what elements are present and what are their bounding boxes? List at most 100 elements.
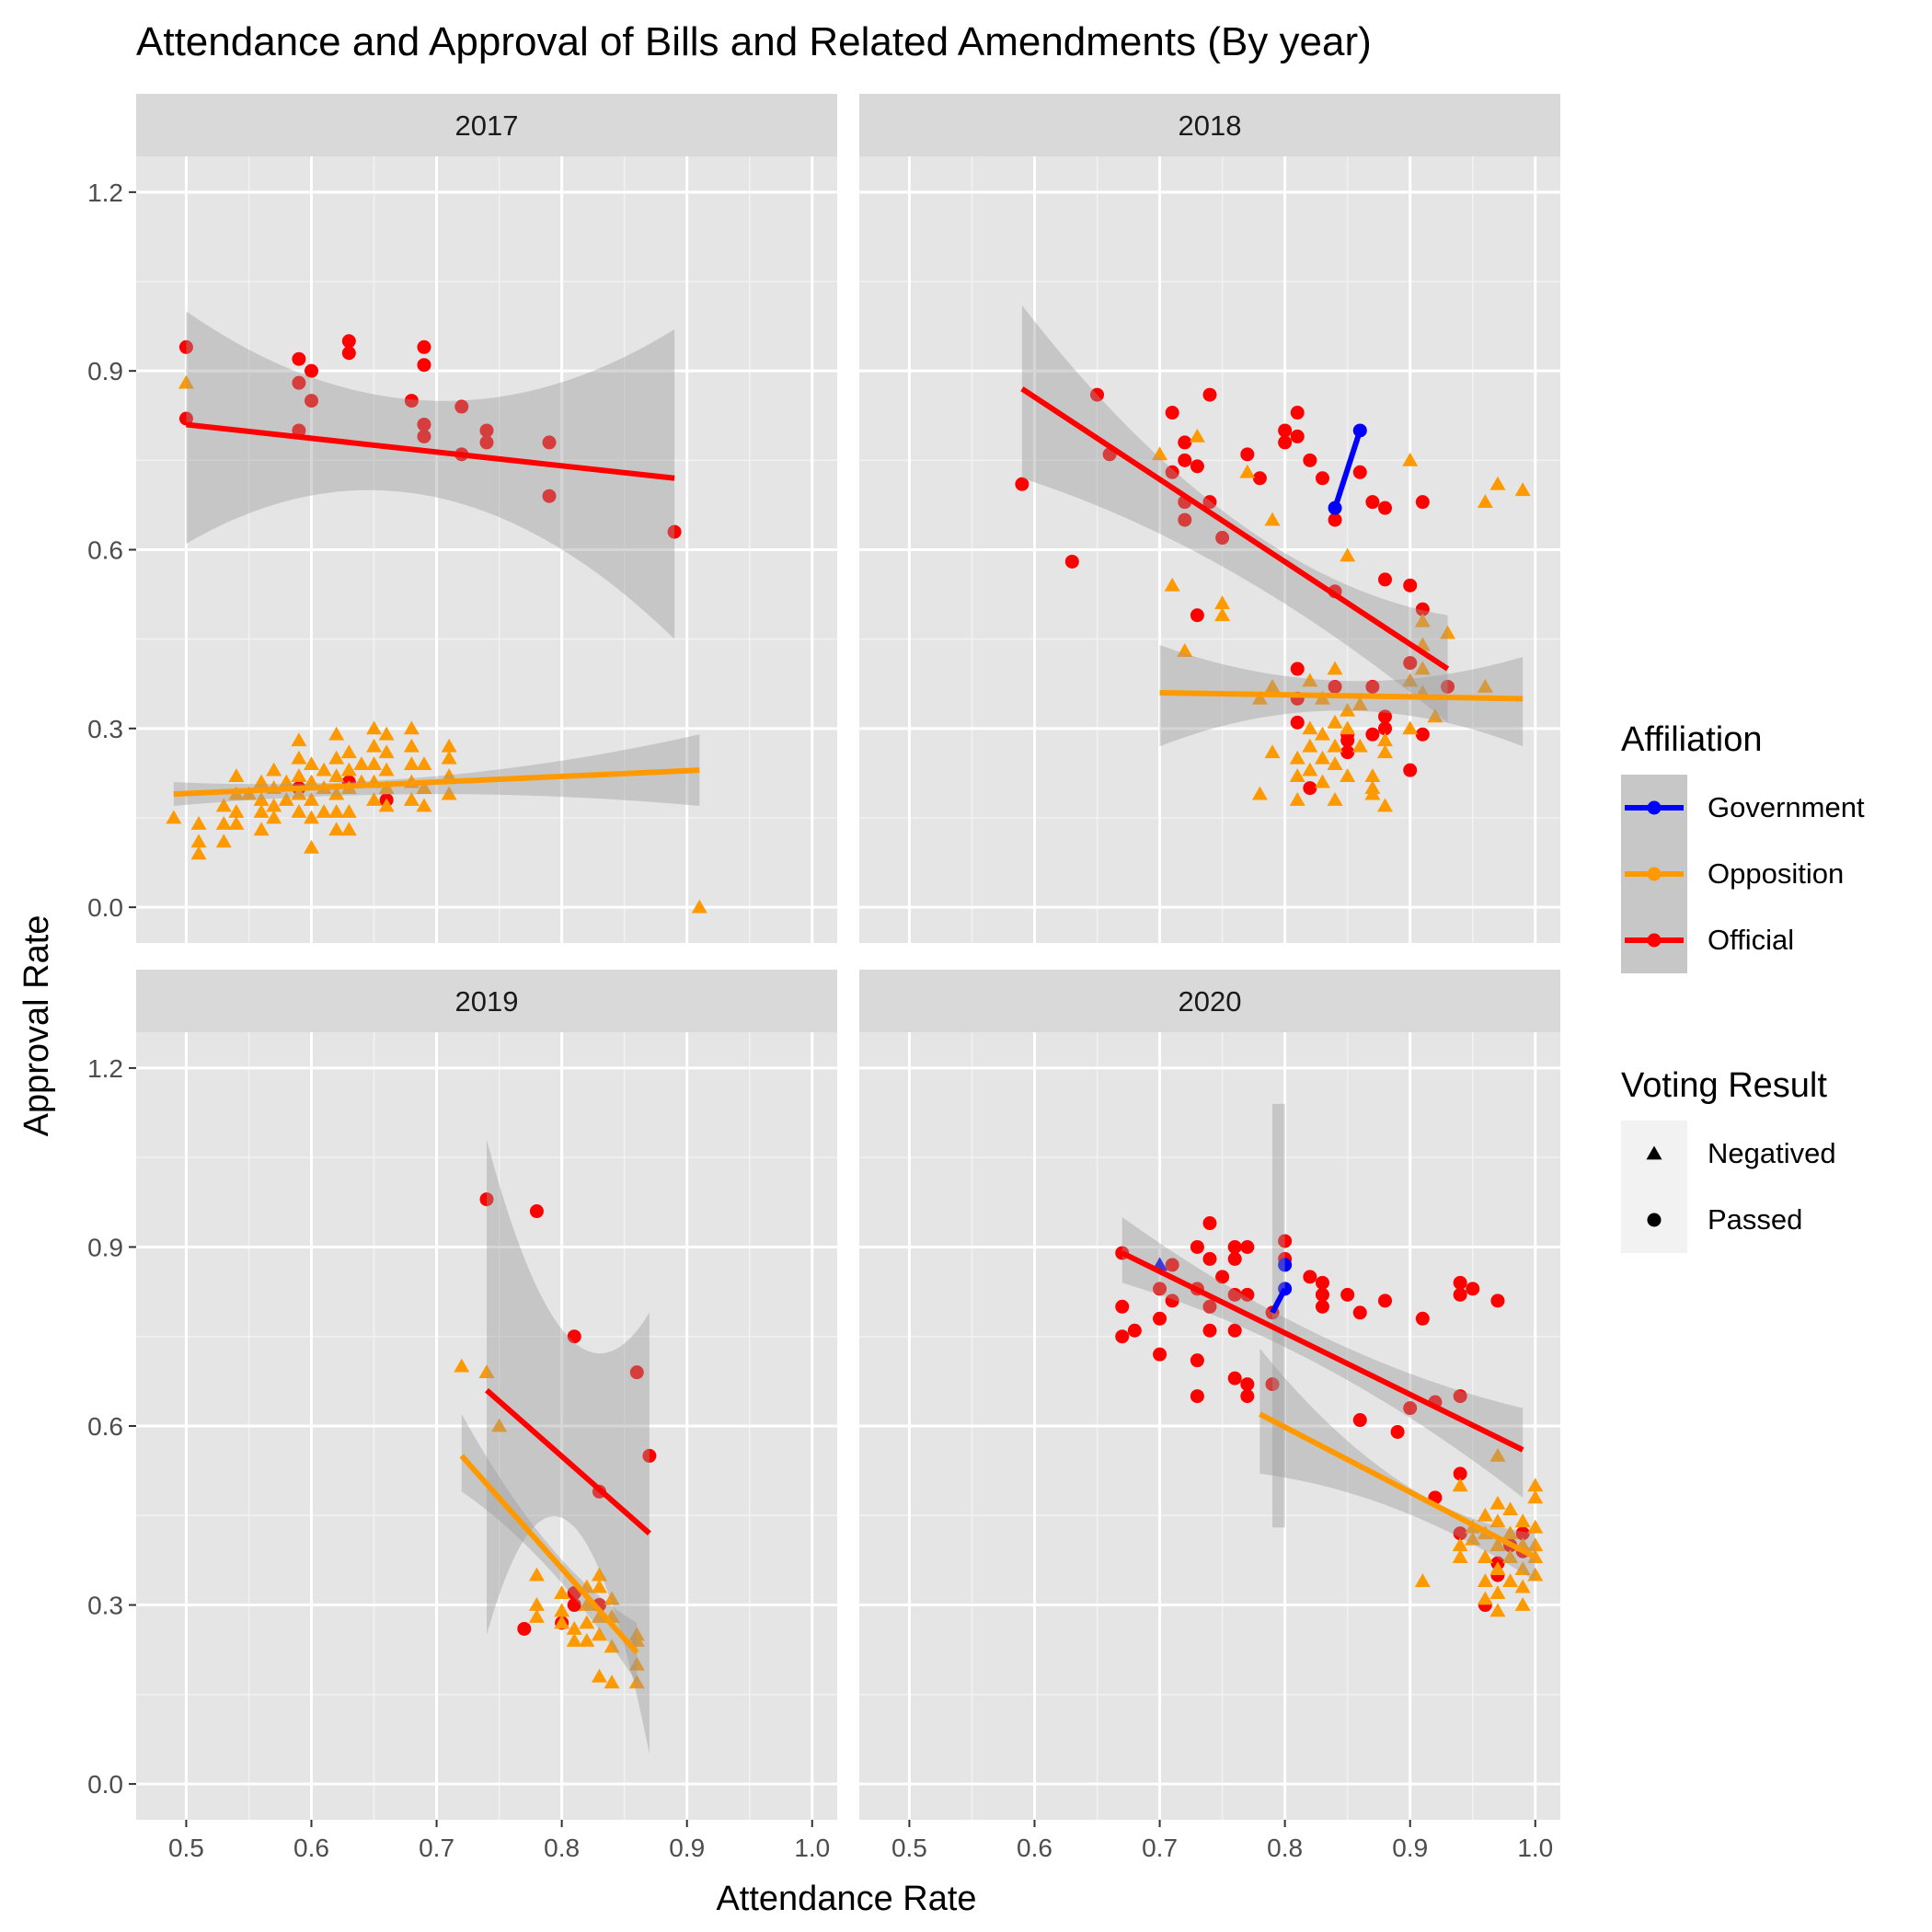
y-tick-label: 0.6 [87, 536, 123, 565]
data-point-negatived [491, 1418, 508, 1432]
data-point-negatived [1402, 452, 1419, 466]
data-point-negatived [403, 792, 420, 806]
data-point-negatived [441, 738, 457, 753]
legend-key-triangle [1646, 1145, 1662, 1160]
data-point-negatived [1289, 768, 1305, 783]
data-point-negatived [579, 1615, 595, 1629]
data-point-passed [454, 399, 469, 414]
confidence-ribbon-government [1272, 1103, 1285, 1528]
data-point-passed [1403, 1401, 1418, 1416]
y-tick-label: 0.0 [87, 1770, 123, 1799]
fit-line-official [485, 1387, 651, 1535]
data-point-negatived [591, 1668, 607, 1683]
x-tick-label: 1.0 [794, 1834, 830, 1862]
data-point-passed [1202, 1216, 1217, 1231]
data-point-negatived [1340, 768, 1356, 783]
data-point-negatived [1340, 702, 1356, 717]
data-point-passed [1227, 1371, 1242, 1386]
data-point-negatived [441, 750, 457, 765]
data-point-negatived [1377, 798, 1393, 812]
data-point-passed [1290, 429, 1305, 443]
y-tick-label: 0.9 [87, 1233, 123, 1261]
data-point-passed [1227, 1287, 1242, 1302]
data-point-passed [1441, 679, 1455, 694]
fit-line-official [1020, 386, 1450, 672]
data-point-passed [1303, 453, 1317, 467]
y-tick-label: 0.3 [87, 715, 123, 743]
data-point-negatived [1327, 738, 1343, 753]
x-tick-label: 0.6 [293, 1834, 329, 1862]
facet-strip [859, 970, 1560, 1032]
data-point-negatived [215, 798, 232, 812]
data-point-negatived [1514, 1561, 1531, 1576]
data-point-negatived [266, 810, 282, 824]
x-tick-label: 0.5 [168, 1834, 204, 1862]
data-point-negatived [304, 756, 319, 771]
data-point-passed [1165, 1258, 1179, 1272]
data-point-passed [1328, 679, 1342, 694]
data-point-passed [1153, 1282, 1167, 1296]
data-point-negatived [1377, 732, 1393, 747]
data-point-negatived [566, 1620, 582, 1635]
data-point-passed [1165, 406, 1179, 420]
data-point-passed [1227, 1251, 1242, 1266]
data-point-negatived [1502, 1549, 1519, 1564]
data-point-negatived [554, 1615, 570, 1629]
data-point-negatived [291, 750, 307, 765]
data-point-negatived [591, 1567, 607, 1581]
data-point-negatived [1314, 750, 1330, 765]
data-point-negatived [1377, 744, 1393, 759]
data-point-passed [1403, 763, 1418, 777]
data-point-negatived [328, 786, 345, 800]
data-point-passed [567, 1329, 581, 1344]
data-point-negatived [1489, 1495, 1506, 1510]
data-point-negatived [604, 1674, 620, 1689]
data-point-passed [1315, 1275, 1329, 1290]
data-point-passed [1240, 1389, 1255, 1404]
data-point-negatived [1452, 1478, 1468, 1492]
data-point-negatived [1351, 738, 1368, 753]
data-point-negatived [691, 899, 707, 914]
data-point-passed [1403, 656, 1418, 671]
data-point-passed [1290, 661, 1305, 676]
data-point-passed [1178, 435, 1192, 450]
y-tick-label: 1.2 [87, 178, 123, 207]
data-point-negatived [1214, 607, 1231, 622]
data-point-negatived [579, 1597, 595, 1611]
data-point-negatived [1340, 720, 1356, 735]
data-point-passed [1453, 1389, 1467, 1404]
data-point-passed [479, 1192, 494, 1207]
data-point-passed [417, 429, 431, 443]
facet-panel-2020: 2020 0.5 0.6 0.7 0.8 0.9 1.0 [859, 970, 1560, 1862]
data-point-passed [1115, 1299, 1130, 1314]
data-point-negatived [1402, 673, 1419, 687]
data-point-negatived [1302, 720, 1318, 735]
data-point-negatived [340, 822, 357, 836]
data-point-negatived [190, 834, 207, 848]
legend: Affiliation Voting Result Government Oppo… [1621, 720, 1865, 1253]
data-point-negatived [1489, 1603, 1506, 1617]
data-point-negatived [1527, 1519, 1544, 1534]
legend-key-circle [1647, 1213, 1662, 1227]
confidence-ribbon-opposition [461, 1414, 638, 1683]
fit-line-official [1121, 1250, 1524, 1453]
data-point-passed [1378, 572, 1392, 587]
data-point-passed [1515, 1526, 1530, 1541]
facet-strip [136, 94, 837, 156]
data-point-negatived [1364, 768, 1381, 783]
data-point-negatived [366, 756, 383, 771]
data-point-passed [1240, 1239, 1255, 1254]
facet-strip-label: 2017 [455, 109, 519, 142]
data-point-negatived [591, 1609, 607, 1623]
data-point-passed [542, 489, 557, 503]
data-point-negatived [454, 1358, 470, 1373]
data-point-passed [1278, 1234, 1293, 1248]
data-point-passed [529, 1204, 544, 1219]
data-point-passed [1202, 1323, 1217, 1338]
facet-strip [136, 970, 837, 1032]
data-point-negatived [1264, 744, 1281, 759]
data-point-negatived [579, 1632, 595, 1647]
data-point-passed [1278, 435, 1293, 450]
facet-strip-label: 2019 [455, 985, 519, 1018]
data-point-passed [1352, 465, 1367, 479]
